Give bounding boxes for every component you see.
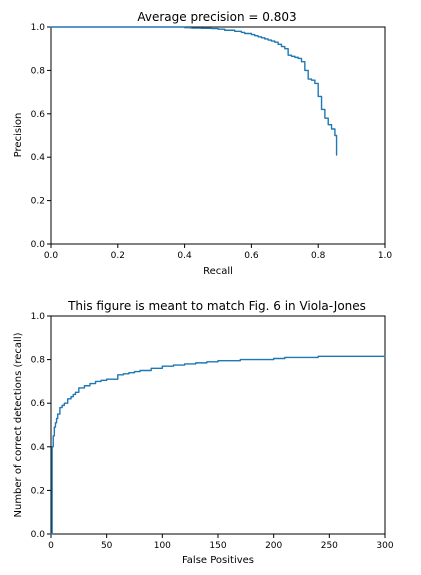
y-tick-label: 0.2 [31, 486, 45, 496]
x-tick-label: 250 [321, 541, 338, 551]
x-axis: 0.0 0.2 0.4 0.6 0.8 1.0 [44, 244, 393, 261]
x-tick-label: 0.4 [177, 251, 192, 261]
x-tick-label: 0.6 [244, 251, 259, 261]
x-axis-label: False Positives [182, 555, 254, 566]
y-tick-label: 1.0 [31, 312, 46, 322]
y-tick-label: 0.6 [31, 110, 46, 120]
y-tick-label: 0.0 [31, 530, 46, 540]
y-tick-label: 0.2 [31, 197, 45, 207]
plot-area-frame [50, 26, 386, 245]
y-tick-label: 0.8 [31, 66, 46, 76]
y-axis: 0.0 0.2 0.4 0.6 0.8 1.0 [31, 23, 51, 250]
y-tick-label: 0.0 [31, 240, 46, 250]
y-axis-label: Number of correct detections (recall) [13, 332, 24, 517]
chart-title: This figure is meant to match Fig. 6 in … [67, 299, 366, 313]
y-tick-label: 0.6 [31, 399, 46, 409]
x-tick-label: 0.2 [111, 251, 125, 261]
y-tick-label: 0.4 [31, 443, 46, 453]
x-tick-label: 150 [209, 541, 226, 551]
x-axis-label: Recall [203, 266, 233, 277]
chart-title: Average precision = 0.803 [137, 10, 296, 24]
false-positives-plot: This figure is meant to match Fig. 6 in … [13, 299, 394, 566]
series-line [50, 355, 386, 535]
x-tick-label: 300 [376, 541, 393, 551]
x-tick-label: 100 [154, 541, 171, 551]
x-tick-label: 0.8 [311, 251, 326, 261]
series-layer [50, 26, 338, 156]
precision-recall-plot: Average precision = 0.803 0.0 0.2 0.4 0.6 0.… [13, 10, 392, 277]
x-tick-label: 0.0 [44, 251, 59, 261]
y-tick-label: 0.4 [31, 153, 46, 163]
series-line [50, 26, 338, 156]
y-axis: 0.0 0.2 0.4 0.6 0.8 1.0 [31, 312, 51, 540]
plot-area-frame [50, 315, 386, 535]
series-layer [50, 355, 386, 535]
y-axis-label: Precision [13, 113, 24, 158]
x-tick-label: 200 [265, 541, 282, 551]
y-tick-label: 1.0 [31, 23, 46, 33]
y-tick-label: 0.8 [31, 356, 46, 366]
x-axis: 0 50 100 150 200 250 300 [48, 534, 394, 551]
x-tick-label: 50 [101, 541, 113, 551]
x-tick-label: 0 [48, 541, 54, 551]
x-tick-label: 1.0 [378, 251, 393, 261]
